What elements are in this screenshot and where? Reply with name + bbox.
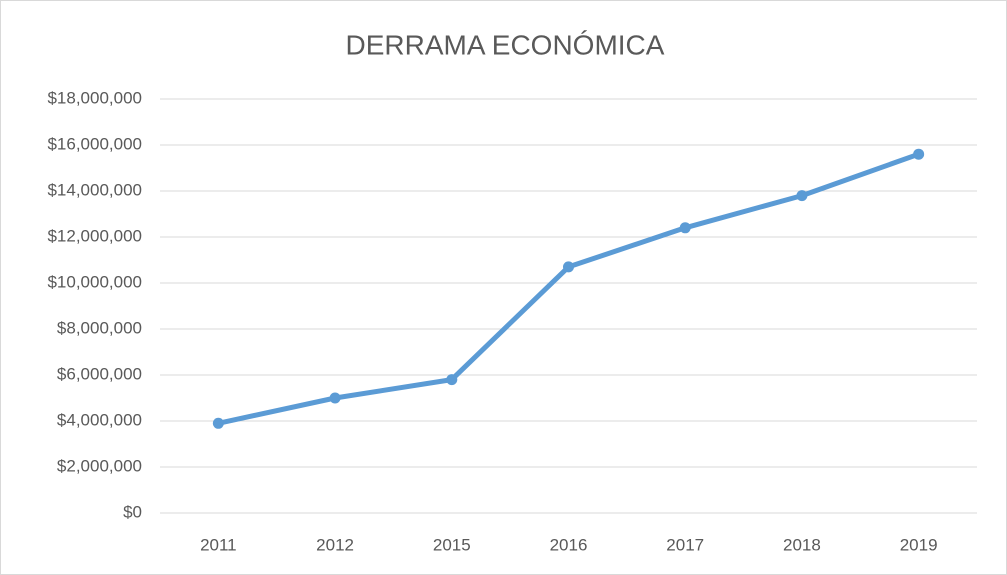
x-tick-label: 2015 bbox=[433, 535, 471, 554]
x-tick-label: 2017 bbox=[666, 535, 704, 554]
y-tick-label: $8,000,000 bbox=[57, 318, 142, 337]
y-tick-label: $12,000,000 bbox=[47, 226, 142, 245]
data-point bbox=[329, 392, 341, 404]
y-tick-label: $6,000,000 bbox=[57, 364, 142, 383]
y-tick-label: $2,000,000 bbox=[57, 456, 142, 475]
x-tick-label: 2016 bbox=[550, 535, 588, 554]
x-tick-label: 2011 bbox=[200, 535, 237, 554]
data-point bbox=[446, 374, 458, 386]
x-tick-label: 2019 bbox=[900, 535, 938, 554]
chart-title: DERRAMA ECONÓMICA bbox=[346, 29, 665, 60]
x-tick-label: 2012 bbox=[316, 535, 354, 554]
y-tick-label: $16,000,000 bbox=[47, 134, 142, 153]
data-point bbox=[913, 148, 925, 160]
x-tick-label: 2018 bbox=[783, 535, 821, 554]
y-tick-label: $18,000,000 bbox=[47, 88, 142, 107]
data-point bbox=[679, 222, 691, 234]
data-point bbox=[212, 417, 224, 429]
y-tick-label: $0 bbox=[123, 502, 142, 521]
data-point bbox=[796, 190, 808, 202]
y-tick-label: $14,000,000 bbox=[47, 180, 142, 199]
y-tick-label: $4,000,000 bbox=[57, 410, 142, 429]
data-point bbox=[563, 261, 574, 273]
y-tick-label: $10,000,000 bbox=[47, 272, 142, 291]
